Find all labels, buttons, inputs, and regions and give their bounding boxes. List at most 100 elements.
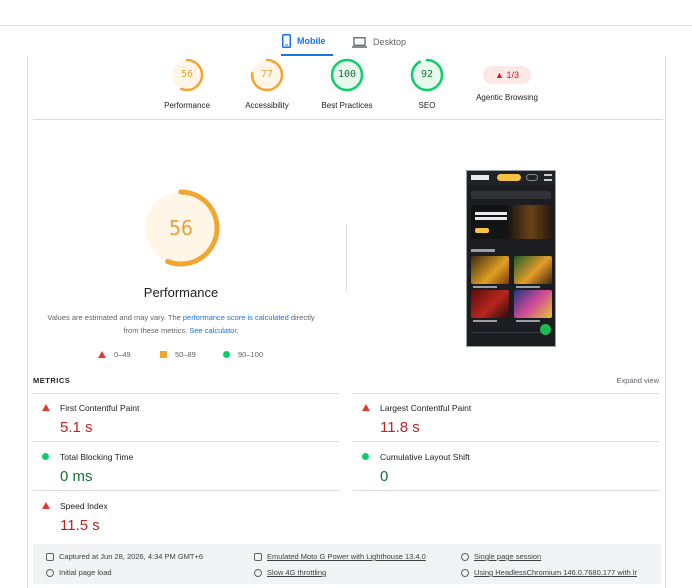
- tab-mobile-label: Mobile: [297, 36, 326, 46]
- captured-at: Captured at Jun 28, 2026, 4:34 PM GMT+6: [46, 552, 203, 561]
- metric-value: 0: [380, 468, 389, 485]
- thumb-banner-button: [475, 228, 489, 233]
- top-divider: [0, 25, 692, 26]
- metric-value: 0 ms: [60, 468, 93, 485]
- gauge-ring: 56: [169, 57, 205, 93]
- metric-divider: [33, 393, 339, 394]
- thumb-footer: [471, 332, 551, 342]
- thumb-caption: [473, 286, 497, 288]
- thumb-menu-icon: [544, 174, 552, 181]
- device-icon: [254, 552, 262, 561]
- thumb-button: [497, 174, 521, 181]
- legend-pass: 90–100: [223, 350, 263, 359]
- score-note: Values are estimated and may vary. The p…: [46, 311, 316, 337]
- metric-divider: [353, 393, 659, 394]
- gauge-label: Agentic Browsing: [476, 93, 538, 102]
- metric-total-blocking-time[interactable]: Total Blocking Time 0 ms: [33, 446, 323, 494]
- thumb-section-title: [471, 249, 495, 252]
- gauge-performance[interactable]: 56 Performance: [144, 57, 230, 110]
- pass-circle-icon: [362, 453, 369, 460]
- square-icon: [160, 351, 167, 358]
- thumb-banner-text: [475, 212, 507, 215]
- metric-divider: [33, 441, 339, 442]
- gauge-accessibility[interactable]: 77 Accessibility: [224, 57, 310, 110]
- footer-link[interactable]: Emulated Moto G Power with Lighthouse 13…: [267, 552, 426, 561]
- thumb-chat-icon: [540, 324, 551, 335]
- tab-desktop[interactable]: Desktop: [352, 28, 416, 56]
- metric-value: 11.8 s: [380, 419, 420, 436]
- gauge-score: 100: [337, 69, 357, 80]
- gauge-arc: [330, 58, 364, 92]
- gauge-agentic-browsing[interactable]: ▲ 1/3 Agentic Browsing: [464, 57, 550, 102]
- emulated-device[interactable]: Emulated Moto G Power with Lighthouse 13…: [254, 552, 426, 561]
- expand-view-link[interactable]: Expand view: [616, 376, 659, 385]
- gauge-arc: [170, 58, 204, 92]
- network-throttling[interactable]: Slow 4G throttling: [254, 568, 326, 577]
- thumb-game-tile: [471, 256, 509, 284]
- tab-desktop-label: Desktop: [373, 37, 407, 47]
- gauge-seo[interactable]: 92 SEO: [384, 57, 470, 110]
- triangle-icon: [98, 351, 106, 358]
- fail-triangle-icon: [42, 404, 50, 411]
- tab-mobile[interactable]: Mobile: [281, 28, 333, 56]
- thumb-caption: [516, 320, 540, 322]
- metric-name: Cumulative Layout Shift: [380, 452, 470, 462]
- metric-divider: [353, 441, 659, 442]
- page-session[interactable]: Single page session: [461, 552, 541, 561]
- legend-fail: 0–49: [98, 350, 131, 359]
- legend-label: 50–89: [175, 350, 196, 359]
- gauge-score: 56: [180, 69, 194, 80]
- note-text: directly from these metrics.: [123, 313, 315, 335]
- see-calculator-link[interactable]: See calculator: [189, 326, 237, 335]
- metric-speed-index[interactable]: Speed Index 11.5 s: [33, 495, 323, 543]
- performance-score-link[interactable]: performance score is calculated: [182, 313, 289, 322]
- gauge-score: 1/3: [506, 70, 519, 80]
- gauge-label: Accessibility: [245, 101, 289, 110]
- timer-icon: [46, 568, 54, 577]
- thumb-logo: [471, 175, 489, 180]
- metrics-header: METRICS Expand view: [33, 376, 659, 388]
- browser-version[interactable]: Using HeadlessChromium 146.0.7680.177 wi…: [461, 568, 637, 577]
- circle-icon: [223, 351, 230, 358]
- agentic-score-pill: ▲ 1/3: [483, 66, 531, 84]
- final-screenshot-thumbnail[interactable]: [466, 170, 556, 347]
- metric-value: 11.5 s: [60, 517, 100, 534]
- footer-text: Initial page load: [59, 568, 112, 577]
- thumb-caption: [473, 320, 497, 322]
- wifi-icon: [254, 568, 262, 577]
- gauge-best-practices[interactable]: 100 Best Practices: [304, 57, 390, 110]
- smartphone-icon: [282, 34, 291, 48]
- gauge-ring: 92: [409, 57, 445, 93]
- metric-first-contentful-paint[interactable]: First Contentful Paint 5.1 s: [33, 397, 323, 445]
- warning-triangle-icon: ▲: [495, 70, 504, 80]
- thumb-search: [471, 191, 551, 199]
- metric-largest-contentful-paint[interactable]: Largest Contentful Paint 11.8 s: [353, 397, 643, 445]
- thumb-button: [526, 174, 538, 181]
- calendar-icon: [46, 552, 54, 561]
- metric-cumulative-layout-shift[interactable]: Cumulative Layout Shift 0: [353, 446, 643, 494]
- performance-gauge: 56: [141, 188, 221, 268]
- legend-label: 0–49: [114, 350, 131, 359]
- gauge-ring: 77: [249, 57, 285, 93]
- gauge-score: 92: [420, 69, 434, 80]
- thumb-game-tile: [471, 290, 509, 318]
- footer-link[interactable]: Using HeadlessChromium 146.0.7680.177 wi…: [474, 568, 638, 577]
- footer-link[interactable]: Single page session: [474, 552, 542, 561]
- gauge-score: 77: [260, 69, 274, 80]
- metric-name: Total Blocking Time: [60, 452, 134, 462]
- performance-title: Performance: [143, 285, 219, 300]
- vertical-divider: [346, 224, 347, 290]
- lighthouse-report: 56 Performance 77 Accessibility 100 Best…: [27, 56, 666, 588]
- metric-value: 5.1 s: [60, 419, 93, 436]
- footer-text: Captured at Jun 28, 2026, 4:34 PM GMT+6: [59, 552, 204, 561]
- footer-link[interactable]: Slow 4G throttling: [267, 568, 327, 577]
- metric-name: Largest Contentful Paint: [380, 403, 472, 413]
- pass-circle-icon: [42, 453, 49, 460]
- legend-average: 50–89: [160, 350, 196, 359]
- legend-label: 90–100: [238, 350, 264, 359]
- chrome-icon: [461, 568, 469, 577]
- initial-page-load: Initial page load: [46, 568, 112, 577]
- session-icon: [461, 552, 469, 561]
- run-info-footer: Captured at Jun 28, 2026, 4:34 PM GMT+6 …: [33, 544, 661, 584]
- device-tabs: Mobile Desktop: [0, 28, 692, 56]
